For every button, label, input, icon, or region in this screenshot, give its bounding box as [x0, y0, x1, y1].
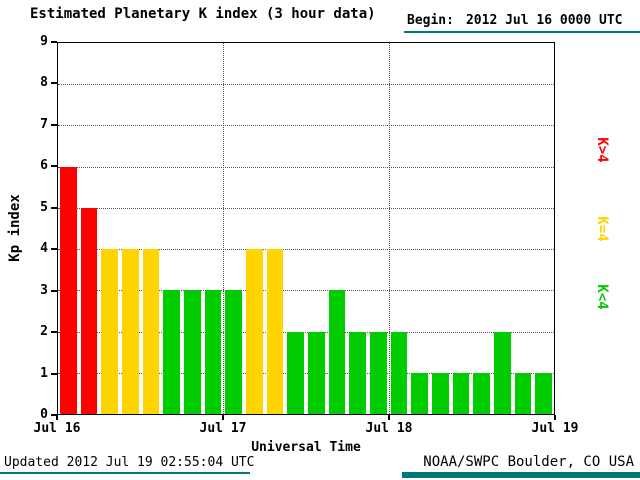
kp-bar — [328, 290, 346, 414]
y-tick-label: 2 — [40, 324, 48, 340]
grid-line-h — [58, 125, 554, 127]
y-tick-mark — [51, 206, 57, 209]
y-tick-mark — [51, 41, 57, 43]
grid-line-h — [58, 207, 554, 209]
grid-line-h — [58, 166, 554, 168]
y-tick-label: 5 — [40, 199, 48, 215]
grid-line-h — [58, 290, 554, 292]
grid-line-h — [58, 372, 554, 374]
y-tick-mark — [51, 289, 57, 292]
kp-bar — [390, 331, 408, 414]
y-tick-mark — [51, 123, 57, 126]
kp-bar — [514, 372, 532, 414]
kp-bar — [80, 207, 98, 414]
begin-info: Begin: 2012 Jul 16 0000 UTC — [407, 13, 623, 28]
x-tick-mark — [56, 415, 58, 420]
chart-title: Estimated Planetary K index (3 hour data… — [30, 6, 376, 22]
kp-bar — [370, 331, 387, 414]
x-day-label: Jul 17 — [199, 421, 247, 436]
kp-bar — [204, 290, 222, 414]
kp-bar — [494, 331, 511, 414]
footer-updated: Updated 2012 Jul 19 02:55:04 UTC — [4, 455, 255, 470]
kp-bar — [142, 249, 160, 414]
kp-bar — [60, 166, 77, 414]
y-tick-mark — [51, 248, 57, 251]
kp-bar — [287, 331, 304, 414]
y-tick-label: 9 — [40, 34, 48, 49]
x-tick-mark — [554, 415, 556, 420]
kp-bar — [308, 331, 325, 414]
y-tick-mark — [51, 372, 57, 375]
kp-bar — [452, 372, 470, 414]
x-tick-mark — [388, 415, 390, 420]
footer-bar-right — [402, 472, 640, 478]
y-axis-title: Kp index — [7, 194, 23, 262]
kp-bar — [101, 249, 118, 414]
y-tick-label: 6 — [40, 158, 48, 174]
kp-bar — [225, 290, 242, 414]
grid-line-h — [58, 249, 554, 251]
kp-bar — [349, 331, 366, 414]
grid-line-h — [58, 331, 554, 333]
legend-label: K>4 — [594, 137, 610, 163]
x-day-label: Jul 18 — [365, 421, 413, 436]
y-tick-mark — [51, 331, 57, 334]
kp-bar — [163, 290, 180, 414]
begin-value: 2012 Jul 16 0000 UTC — [465, 13, 623, 28]
y-tick-label: 8 — [40, 75, 48, 91]
y-tick-mark — [51, 82, 57, 85]
footer-source: NOAA/SWPC Boulder, CO USA — [423, 454, 634, 470]
legend-label: K<4 — [594, 284, 610, 310]
begin-label: Begin: — [407, 13, 454, 28]
x-day-label: Jul 16 — [33, 421, 81, 436]
kp-bar — [432, 372, 449, 414]
footer-underline-left — [0, 472, 250, 474]
begin-underline — [404, 31, 640, 33]
y-tick-label: 3 — [40, 282, 48, 298]
x-axis-title: Universal Time — [251, 440, 361, 455]
kp-bar — [473, 372, 490, 414]
y-tick-label: 1 — [40, 365, 48, 381]
x-tick-mark — [222, 415, 224, 420]
grid-line-v — [223, 43, 225, 414]
x-day-label: Jul 19 — [531, 421, 579, 436]
legend-label: K=4 — [594, 216, 610, 242]
kp-bar — [122, 249, 139, 414]
kp-bar — [184, 290, 201, 414]
grid-line-v — [388, 43, 390, 414]
y-tick-mark — [51, 165, 57, 168]
kp-bar — [411, 372, 428, 414]
kp-bar — [535, 372, 552, 414]
grid-line-h — [58, 84, 554, 86]
plot-area — [57, 42, 555, 415]
y-tick-label: 4 — [40, 241, 48, 257]
y-tick-label: 7 — [40, 116, 48, 132]
y-tick-mark — [51, 414, 57, 416]
kp-bar — [246, 249, 263, 414]
y-tick-label: 0 — [40, 407, 48, 422]
kp-bar — [266, 249, 284, 414]
